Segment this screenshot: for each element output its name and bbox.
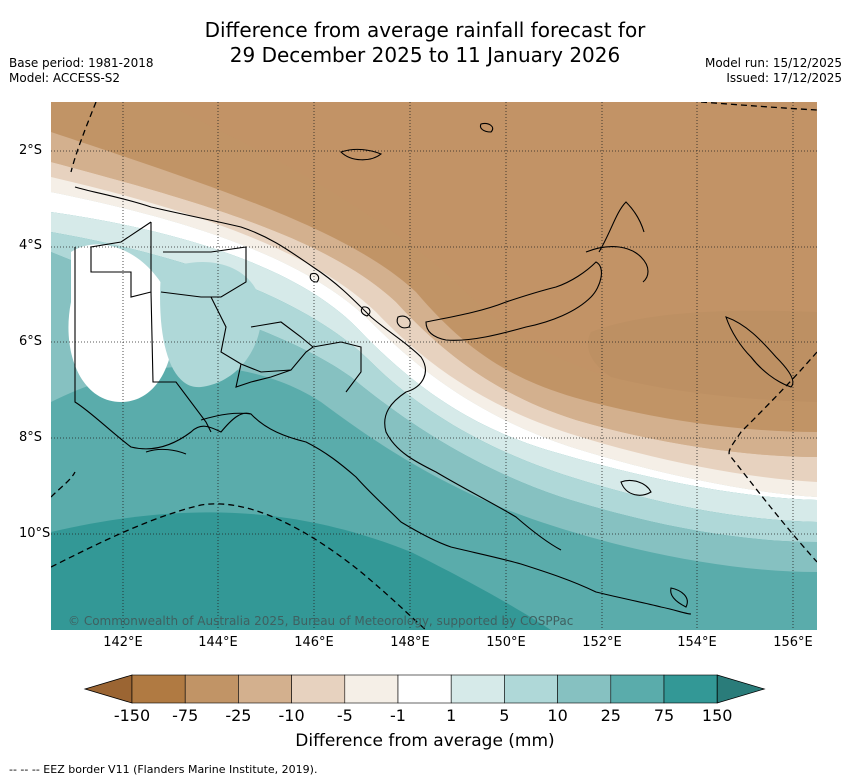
base-period: Base period: 1981-2018: [9, 56, 154, 70]
colorbar-swatch: [663, 674, 718, 704]
band-neg5-neg1: [51, 177, 817, 497]
band-neg25-neg10-inner: [51, 132, 817, 457]
colorbar-swatch: [131, 674, 186, 704]
title-line-2: 29 December 2025 to 11 January 2026: [229, 43, 621, 67]
band-dry-east: [587, 310, 817, 402]
x-tick-142e: 142°E: [103, 635, 143, 650]
colorbar-swatch: [450, 674, 505, 704]
y-tick-8s: 8°S: [19, 430, 43, 445]
y-tick-2s: 2°S: [19, 143, 43, 158]
colorbar-label: -10: [278, 706, 305, 725]
band-1-5: [51, 212, 817, 522]
y-tick-4s: 4°S: [19, 238, 43, 253]
x-tick-148e: 148°E: [390, 635, 430, 650]
colorbar-swatch: [184, 674, 239, 704]
title-line-1: Difference from average rainfall forecas…: [204, 18, 646, 42]
colorbar-extend-low: [83, 674, 133, 704]
colorbar-label: 10: [547, 706, 568, 725]
x-tick-150e: 150°E: [486, 635, 526, 650]
colorbar-label: -150: [113, 706, 151, 725]
colorbar-swatch: [397, 674, 452, 704]
x-tick-144e: 144°E: [198, 635, 238, 650]
colorbar-swatch: [557, 674, 612, 704]
map-title: Difference from average rainfall forecas…: [0, 18, 850, 68]
colorbar-label: -5: [336, 706, 353, 725]
copyright-notice: © Commonwealth of Australia 2025, Bureau…: [68, 614, 573, 628]
rainfall-map: © Commonwealth of Australia 2025, Bureau…: [51, 102, 817, 630]
band-75-150: [51, 512, 551, 630]
colorbar-swatch: [291, 674, 346, 704]
colorbar-extend-high: [716, 674, 766, 704]
colorbar-swatch: [610, 674, 665, 704]
colorbar-swatches: [83, 674, 766, 704]
colorbar-label: 150: [701, 706, 733, 725]
run-info: Model run: 15/12/2025 Issued: 17/12/2025: [705, 56, 842, 86]
model-name: Model: ACCESS-S2: [9, 71, 121, 85]
model-run: Model run: 15/12/2025: [704, 56, 842, 70]
colorbar-label: 1: [446, 706, 457, 725]
x-tick-152e: 152°E: [582, 635, 622, 650]
colorbar-label: -1: [390, 706, 406, 725]
x-tick-154e: 154°E: [677, 635, 717, 650]
eez-borders: [51, 102, 817, 630]
band-neg10-neg5: [51, 162, 817, 497]
x-tick-146e: 146°E: [294, 635, 334, 650]
colorbar: [83, 674, 766, 704]
colorbar-swatch: [504, 674, 558, 704]
issued-date: Issued: 17/12/2025: [726, 71, 842, 85]
model-info: Base period: 1981-2018 Model: ACCESS-S2: [9, 56, 154, 86]
band-wet-highlands: [160, 262, 262, 388]
colorbar-label: -25: [225, 706, 252, 725]
colorbar-title: Difference from average (mm): [295, 731, 555, 751]
colorbar-swatch: [344, 674, 399, 704]
colorbar-label: 75: [653, 706, 675, 725]
colorbar-label: 25: [600, 706, 621, 725]
colorbar-label: 5: [499, 706, 510, 725]
colorbar-swatch: [238, 674, 292, 704]
colorbar-label: -75: [172, 706, 199, 725]
coastlines: [74, 123, 794, 615]
band-white-west: [68, 244, 174, 402]
band-neg1-1: [51, 192, 817, 500]
eez-footer: -- -- -- EEZ border V11 (Flanders Marine…: [9, 763, 318, 776]
y-tick-6s: 6°S: [19, 334, 43, 349]
x-tick-156e: 156°E: [773, 635, 813, 650]
y-tick-10s: 10°S: [19, 526, 51, 541]
gridlines: [51, 102, 817, 630]
